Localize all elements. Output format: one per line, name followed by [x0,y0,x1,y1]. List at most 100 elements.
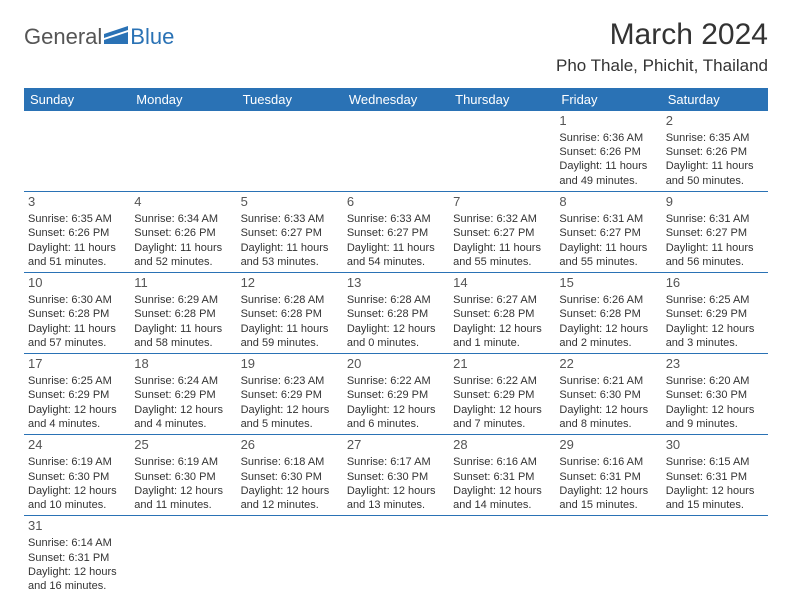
day-info-sr: Sunrise: 6:17 AM [347,455,445,469]
week-row: 17Sunrise: 6:25 AMSunset: 6:29 PMDayligh… [24,354,768,435]
day-info-d2: and 2 minutes. [559,336,657,350]
day-cell-10: 10Sunrise: 6:30 AMSunset: 6:28 PMDayligh… [24,273,130,354]
day-info-d1: Daylight: 11 hours [134,241,232,255]
title-block: March 2024 Pho Thale, Phichit, Thailand [556,18,768,76]
day-info-d2: and 57 minutes. [28,336,126,350]
day-info-ss: Sunset: 6:30 PM [134,470,232,484]
day-info-sr: Sunrise: 6:30 AM [28,293,126,307]
day-cell-31: 31Sunrise: 6:14 AMSunset: 6:31 PMDayligh… [24,516,130,597]
day-number: 19 [241,356,339,373]
day-info-d1: Daylight: 11 hours [28,322,126,336]
day-number: 23 [666,356,764,373]
logo-text-blue: Blue [130,24,174,50]
day-info-ss: Sunset: 6:29 PM [28,388,126,402]
day-info-d2: and 3 minutes. [666,336,764,350]
day-info-ss: Sunset: 6:31 PM [453,470,551,484]
empty-cell [449,516,555,597]
day-number: 3 [28,194,126,211]
day-info-d1: Daylight: 12 hours [28,403,126,417]
day-info-d1: Daylight: 12 hours [28,565,126,579]
day-info-d1: Daylight: 11 hours [666,159,764,173]
day-number: 22 [559,356,657,373]
week-row: 1Sunrise: 6:36 AMSunset: 6:26 PMDaylight… [24,111,768,192]
day-number: 7 [453,194,551,211]
day-info-d2: and 0 minutes. [347,336,445,350]
day-cell-24: 24Sunrise: 6:19 AMSunset: 6:30 PMDayligh… [24,435,130,516]
day-info-ss: Sunset: 6:31 PM [559,470,657,484]
day-info-sr: Sunrise: 6:33 AM [241,212,339,226]
day-info-ss: Sunset: 6:29 PM [134,388,232,402]
day-cell-3: 3Sunrise: 6:35 AMSunset: 6:26 PMDaylight… [24,192,130,273]
day-info-sr: Sunrise: 6:18 AM [241,455,339,469]
day-number: 21 [453,356,551,373]
day-number: 25 [134,437,232,454]
day-info-d2: and 12 minutes. [241,498,339,512]
day-info-d2: and 51 minutes. [28,255,126,269]
day-info-ss: Sunset: 6:30 PM [666,388,764,402]
day-number: 13 [347,275,445,292]
empty-cell [555,516,661,597]
day-number: 20 [347,356,445,373]
day-info-sr: Sunrise: 6:32 AM [453,212,551,226]
day-info-d1: Daylight: 12 hours [559,403,657,417]
day-info-d2: and 10 minutes. [28,498,126,512]
day-info-d2: and 5 minutes. [241,417,339,431]
day-info-d1: Daylight: 12 hours [241,484,339,498]
day-number: 16 [666,275,764,292]
day-info-ss: Sunset: 6:27 PM [453,226,551,240]
day-info-ss: Sunset: 6:28 PM [28,307,126,321]
empty-cell [237,516,343,597]
day-cell-23: 23Sunrise: 6:20 AMSunset: 6:30 PMDayligh… [662,354,768,435]
day-cell-29: 29Sunrise: 6:16 AMSunset: 6:31 PMDayligh… [555,435,661,516]
day-info-sr: Sunrise: 6:31 AM [666,212,764,226]
weekday-header-row: SundayMondayTuesdayWednesdayThursdayFrid… [24,88,768,111]
day-info-d1: Daylight: 12 hours [28,484,126,498]
empty-cell [130,516,236,597]
day-info-d2: and 52 minutes. [134,255,232,269]
day-info-sr: Sunrise: 6:15 AM [666,455,764,469]
day-cell-20: 20Sunrise: 6:22 AMSunset: 6:29 PMDayligh… [343,354,449,435]
day-number: 17 [28,356,126,373]
empty-cell [343,516,449,597]
day-info-d1: Daylight: 11 hours [134,322,232,336]
day-info-ss: Sunset: 6:31 PM [666,470,764,484]
empty-cell [343,111,449,192]
day-info-d1: Daylight: 11 hours [559,241,657,255]
day-cell-30: 30Sunrise: 6:15 AMSunset: 6:31 PMDayligh… [662,435,768,516]
day-number: 14 [453,275,551,292]
day-info-sr: Sunrise: 6:29 AM [134,293,232,307]
day-info-ss: Sunset: 6:27 PM [347,226,445,240]
day-cell-22: 22Sunrise: 6:21 AMSunset: 6:30 PMDayligh… [555,354,661,435]
day-number: 15 [559,275,657,292]
day-info-d1: Daylight: 12 hours [347,484,445,498]
location: Pho Thale, Phichit, Thailand [556,56,768,76]
day-number: 28 [453,437,551,454]
day-cell-1: 1Sunrise: 6:36 AMSunset: 6:26 PMDaylight… [555,111,661,192]
day-info-d2: and 9 minutes. [666,417,764,431]
empty-cell [662,516,768,597]
day-info-d1: Daylight: 12 hours [559,322,657,336]
day-number: 6 [347,194,445,211]
day-number: 24 [28,437,126,454]
weekday-saturday: Saturday [662,88,768,111]
day-cell-17: 17Sunrise: 6:25 AMSunset: 6:29 PMDayligh… [24,354,130,435]
day-info-ss: Sunset: 6:26 PM [559,145,657,159]
day-number: 2 [666,113,764,130]
day-info-ss: Sunset: 6:30 PM [241,470,339,484]
day-info-d1: Daylight: 11 hours [241,322,339,336]
day-info-sr: Sunrise: 6:16 AM [559,455,657,469]
day-info-sr: Sunrise: 6:34 AM [134,212,232,226]
week-row: 3Sunrise: 6:35 AMSunset: 6:26 PMDaylight… [24,192,768,273]
weekday-friday: Friday [555,88,661,111]
day-info-ss: Sunset: 6:30 PM [28,470,126,484]
day-info-ss: Sunset: 6:30 PM [347,470,445,484]
day-info-d1: Daylight: 11 hours [559,159,657,173]
day-info-d1: Daylight: 12 hours [241,403,339,417]
day-info-ss: Sunset: 6:26 PM [134,226,232,240]
calendar-table: SundayMondayTuesdayWednesdayThursdayFrid… [24,88,768,596]
day-cell-4: 4Sunrise: 6:34 AMSunset: 6:26 PMDaylight… [130,192,236,273]
day-info-ss: Sunset: 6:29 PM [241,388,339,402]
day-info-ss: Sunset: 6:26 PM [28,226,126,240]
day-cell-16: 16Sunrise: 6:25 AMSunset: 6:29 PMDayligh… [662,273,768,354]
day-info-d1: Daylight: 11 hours [347,241,445,255]
